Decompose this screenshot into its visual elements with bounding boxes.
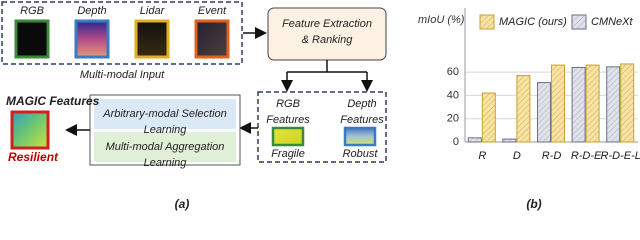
x-tick-label: R [478, 150, 486, 162]
bar-hatch [586, 65, 600, 142]
feature-label: Fragile [271, 148, 305, 160]
panel-a: RGB Depth Lidar Event Multi-modal Input … [1, 1, 387, 211]
feature-image [343, 126, 377, 147]
input-box [1, 1, 243, 65]
panel-b: 0 20 40 60 mIoU (%) R D R-D R-D-E R-D-E-L CMNeXt MA… [418, 8, 640, 211]
bar-hatch [482, 93, 496, 142]
x-tick-label: R-D-E [571, 150, 602, 162]
input-label: Lidar [140, 5, 166, 17]
bar-hatch [551, 65, 565, 142]
bar-hatch [468, 137, 482, 142]
caption: (b) [526, 197, 541, 211]
connector [286, 60, 368, 88]
input-image [194, 19, 230, 59]
input-image [134, 19, 170, 59]
bar-hatch [537, 82, 551, 142]
output-image [10, 110, 50, 150]
y-tick-label: 0 [453, 136, 459, 148]
caption: (a) [175, 197, 190, 211]
input-label: RGB [20, 5, 44, 17]
feature-label: Robust [343, 148, 379, 160]
legend-hatch [480, 15, 494, 29]
x-tick-label: D [513, 150, 521, 162]
bar-hatch [572, 67, 586, 142]
features-box [257, 91, 387, 163]
bar-hatch [606, 66, 620, 142]
y-tick-label: 40 [447, 89, 459, 101]
bar-hatch [620, 63, 634, 142]
x-tick-label: R-D [542, 150, 562, 162]
legend-label: CMNeXt [591, 16, 634, 28]
bar-hatch [516, 75, 530, 142]
input-image [74, 19, 110, 59]
input-image [14, 19, 50, 59]
module [94, 132, 236, 162]
feature-image [271, 126, 305, 147]
input-label: Depth [77, 5, 106, 17]
legend-label: MAGIC (ours) [499, 16, 567, 28]
module [94, 99, 236, 129]
bar-hatch [502, 139, 516, 142]
x-tick-label: R-D-E-L [601, 150, 640, 162]
output-title: MAGIC Features [6, 94, 100, 108]
output-label: Resilient [8, 150, 59, 164]
feature-title: RGB Features [266, 98, 310, 126]
input-caption: Multi-modal Input [80, 69, 165, 81]
legend-hatch [572, 15, 586, 29]
y-tick-label: 60 [447, 66, 459, 78]
y-axis-label: mIoU (%) [418, 14, 465, 26]
y-tick-label: 20 [447, 113, 459, 125]
module-text: Arbitrary-modal Selection Learning [102, 108, 227, 136]
input-label: Event [198, 5, 227, 17]
module-text: Multi-modal Aggregation Learning [106, 141, 225, 169]
extraction-text: Feature Extraction & Ranking [282, 18, 372, 46]
figure: RGB Depth Lidar Event Multi-modal Input … [1, 1, 640, 211]
feature-title: Depth Features [340, 98, 384, 126]
